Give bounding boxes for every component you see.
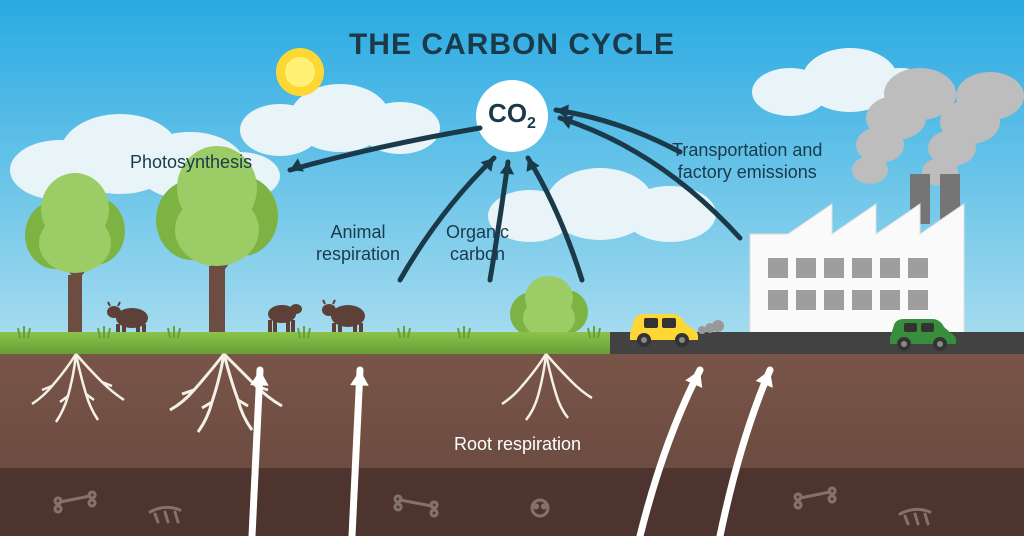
car-yellow [622,306,702,350]
grass-tufts [0,320,620,340]
label-photosynthesis: Photosynthesis [130,152,252,174]
carbon-cycle-diagram: THE CARBON CYCLE CO2 [0,0,1024,536]
car-exhaust [696,318,726,338]
fossil-bones [0,472,1024,536]
roots-3 [486,350,606,428]
car-green [884,312,960,354]
label-transportation: Transportation and factory emissions [672,140,822,183]
co2-node: CO2 [476,80,548,152]
label-animal-respiration: Animal respiration [316,222,400,265]
roots-2 [154,350,294,440]
co2-label: CO2 [488,98,536,133]
label-root-respiration: Root respiration [454,434,581,456]
label-organic-carbon: Organic carbon [446,222,509,265]
roots-1 [16,350,136,430]
